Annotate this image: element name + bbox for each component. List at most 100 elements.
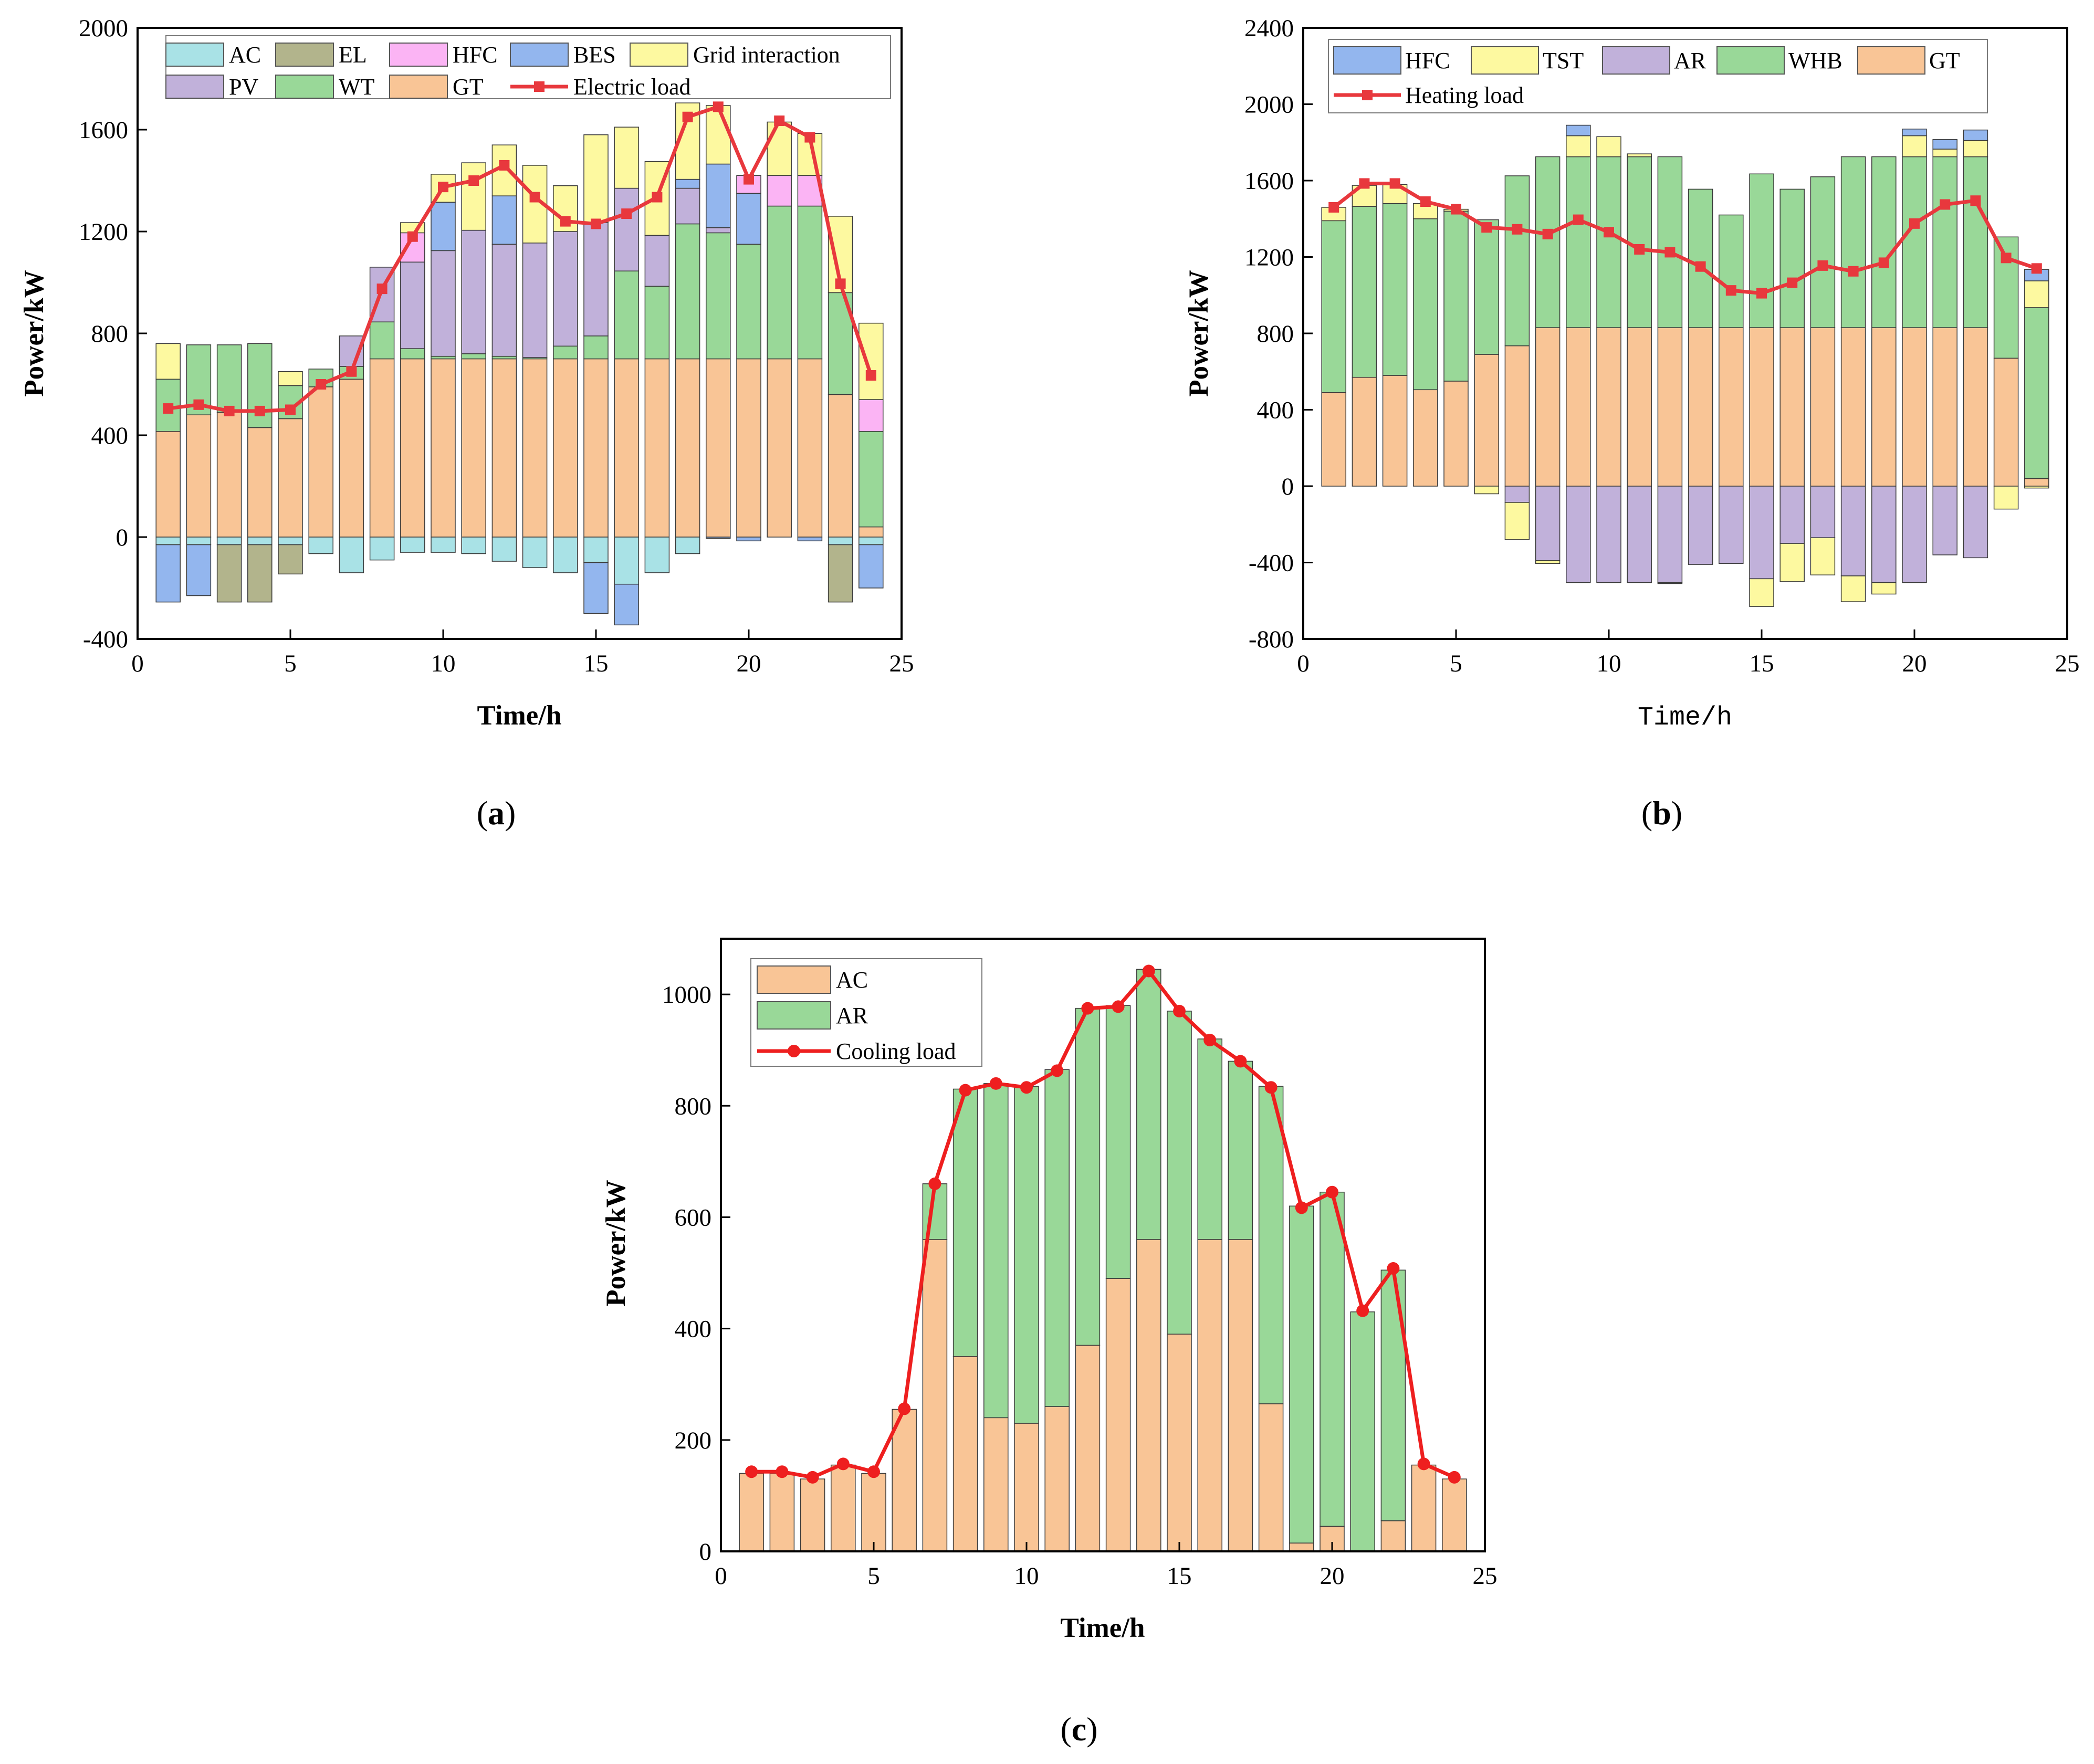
legend-label-c-ar: AR <box>836 1003 868 1028</box>
point-a-h7 <box>346 366 357 377</box>
panel-a-caption: (a) <box>477 794 516 832</box>
panel-b-caption-letter: b <box>1652 794 1671 832</box>
point-c-h5 <box>867 1465 880 1478</box>
bar-b-gt-h18 <box>1840 327 1866 487</box>
legend-swatch-a-el <box>275 43 334 67</box>
bar-a-ac-h10 <box>431 537 456 553</box>
point-b-h7 <box>1512 224 1523 235</box>
y-tick-label-a-400: 400 <box>91 422 129 449</box>
point-b-h9 <box>1573 214 1584 225</box>
bar-c-ar-h10 <box>1014 1086 1039 1424</box>
legend-swatch-a-ac <box>165 43 224 67</box>
bar-b-gt-h3 <box>1382 375 1408 487</box>
bar-a-grid-interaction-h5 <box>278 371 303 386</box>
bar-a-gt-h16 <box>614 358 639 538</box>
bar-b-tst-h19 <box>1871 582 1897 595</box>
point-b-h1 <box>1328 202 1339 213</box>
point-c-h13 <box>1112 1000 1125 1013</box>
bar-a-ac-h4 <box>247 537 273 545</box>
bar-b-whb-h15 <box>1749 173 1774 328</box>
point-c-h14 <box>1142 964 1155 978</box>
point-a-h10 <box>438 182 448 193</box>
point-c-h8 <box>959 1084 972 1097</box>
x-tick-label-b-20: 20 <box>1902 650 1927 677</box>
y-tick-label-b-400: 400 <box>1257 397 1294 424</box>
panel-a-y-axis-title: Power/kW <box>19 270 49 396</box>
point-b-h5 <box>1451 204 1461 215</box>
bar-a-bes-h10 <box>431 202 456 251</box>
legend-swatch-b-ar <box>1602 46 1670 75</box>
line-b-heating-load <box>1333 181 2037 296</box>
bar-b-ar-h9 <box>1566 486 1591 583</box>
bar-b-gt-h14 <box>1719 327 1744 487</box>
point-a-h16 <box>621 208 632 219</box>
point-c-h17 <box>1234 1055 1247 1068</box>
bar-b-whb-h7 <box>1504 175 1530 346</box>
legend-label-b-heating-load: Heating load <box>1405 82 1524 108</box>
bar-c-ar-h20 <box>1320 1191 1345 1527</box>
bar-c-ar-h17 <box>1228 1060 1253 1240</box>
legend-swatch-a-hfc <box>389 43 448 67</box>
bar-c-ac-h7 <box>922 1239 948 1552</box>
point-b-h22 <box>1970 195 1981 206</box>
point-a-h6 <box>316 379 327 390</box>
point-a-h23 <box>835 278 846 289</box>
point-a-h4 <box>254 405 265 416</box>
point-a-h2 <box>193 399 204 410</box>
point-a-h9 <box>407 231 418 242</box>
bar-a-pv-h16 <box>614 187 639 271</box>
bar-b-gt-h16 <box>1779 327 1805 487</box>
bar-c-ac-h24 <box>1442 1478 1467 1552</box>
bar-b-whb-h14 <box>1719 214 1744 328</box>
bar-a-gt-h1 <box>155 430 181 538</box>
x-tick-label-a-25: 25 <box>889 650 914 677</box>
bar-a-wt-h3 <box>216 344 242 413</box>
bar-c-ac-h1 <box>739 1473 764 1552</box>
bar-a-gt-h8 <box>369 358 395 538</box>
bar-a-ac-h8 <box>369 537 395 561</box>
bar-c-ar-h19 <box>1289 1205 1314 1544</box>
y-tick-label-a--400: -400 <box>83 626 128 653</box>
bar-a-gt-h11 <box>461 358 486 538</box>
bar-a-pv-h12 <box>491 244 517 357</box>
legend-label-a-el: EL <box>339 42 367 68</box>
point-b-h3 <box>1389 178 1400 189</box>
bar-a-gt-h6 <box>308 386 333 538</box>
y-tick-label-c-0: 0 <box>699 1538 712 1566</box>
bar-a-gt-h14 <box>553 358 578 538</box>
bar-a-ac-h6 <box>308 537 333 554</box>
bar-a-gt-h15 <box>583 358 609 538</box>
legend-label-b-ar: AR <box>1674 48 1706 74</box>
y-tick-label-c-600: 600 <box>675 1204 712 1231</box>
legend-marker-c-cooling-load <box>788 1045 800 1057</box>
bar-c-ac-h17 <box>1228 1239 1253 1552</box>
bar-c-ar-h14 <box>1136 969 1161 1240</box>
bar-b-whb-h13 <box>1688 188 1713 328</box>
point-b-h2 <box>1359 178 1370 189</box>
legend-swatch-b-whb <box>1716 46 1785 75</box>
x-tick-label-c-5: 5 <box>867 1562 880 1590</box>
point-c-h23 <box>1417 1457 1430 1471</box>
bar-b-tst-h8 <box>1535 560 1561 564</box>
legend-swatch-a-grid-interaction <box>630 43 688 67</box>
bar-a-ac-h24 <box>858 537 884 545</box>
bar-b-tst-h11 <box>1627 153 1652 158</box>
point-b-h8 <box>1542 228 1553 239</box>
panel-c-caption: (c) <box>1060 1710 1097 1748</box>
y-tick-label-b-2000: 2000 <box>1244 91 1294 119</box>
bar-a-gt-h22 <box>797 358 823 538</box>
legend-label-b-whb: WHB <box>1788 48 1842 74</box>
bar-c-ac-h19 <box>1289 1542 1314 1552</box>
bar-a-gt-h18 <box>675 358 700 538</box>
bar-b-ar-h22 <box>1963 486 1988 559</box>
point-a-h15 <box>591 218 601 229</box>
bar-b-ar-h10 <box>1596 486 1621 583</box>
legend-swatch-c-ar <box>757 1001 831 1030</box>
panel-a-x-axis-title: Time/h <box>477 700 562 731</box>
bar-a-ac-h14 <box>553 537 578 573</box>
point-a-h8 <box>376 284 388 295</box>
legend-label-a-pv: PV <box>229 74 258 100</box>
bar-b-gt-h2 <box>1352 376 1377 487</box>
bar-a-ac-h11 <box>461 537 486 554</box>
bar-b-ar-h20 <box>1902 486 1927 583</box>
